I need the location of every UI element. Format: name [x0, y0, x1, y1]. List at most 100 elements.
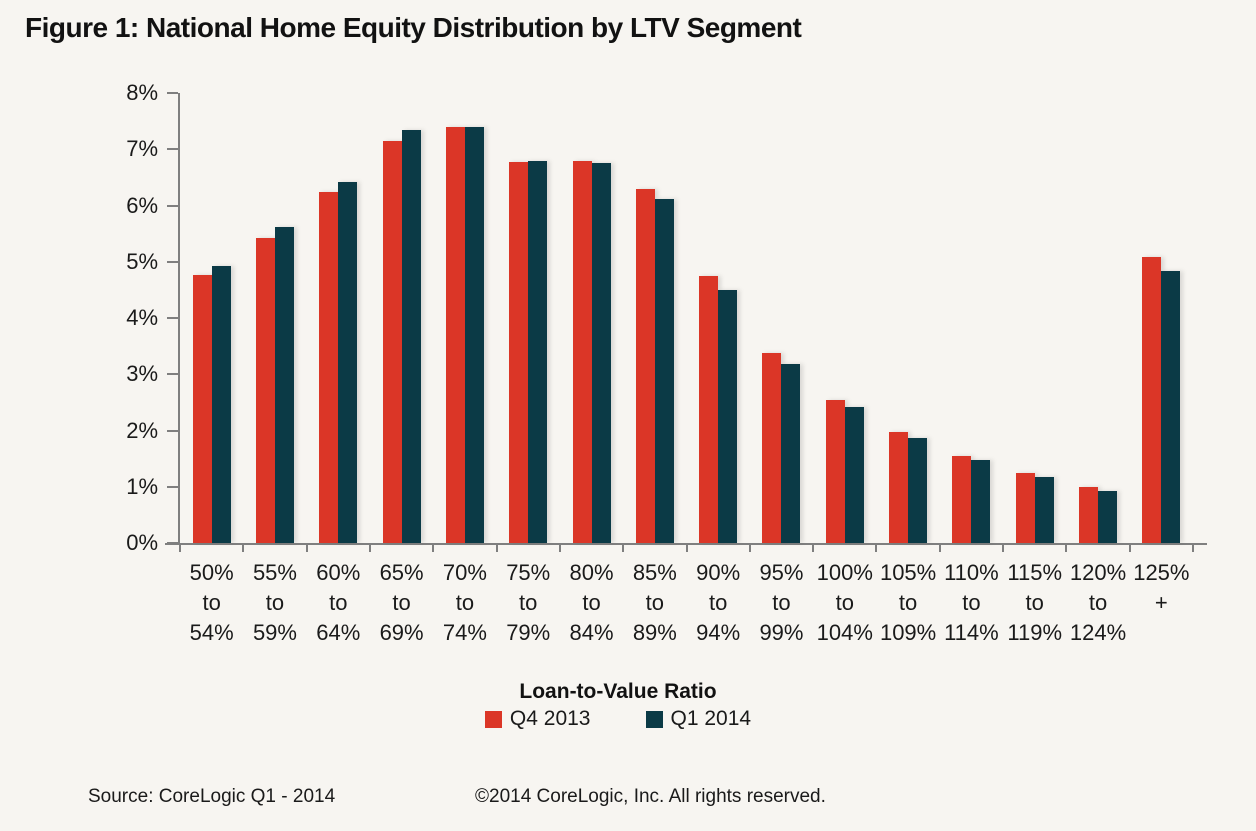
x-category-label-line: to	[582, 590, 601, 615]
x-category-label-line: to	[708, 590, 728, 615]
y-tick-label: 3%	[126, 361, 158, 387]
y-axis-labels: 8% 7% 6% 5% 4% 3% 2% 1% 0%	[100, 80, 158, 555]
x-tick	[242, 545, 245, 552]
bar-q1-2014	[528, 161, 548, 543]
bar-q4-2013	[255, 237, 275, 543]
x-category-label-line: to	[645, 590, 665, 615]
bar-q4-2013	[572, 160, 592, 543]
x-category-label-line: 89%	[632, 620, 677, 645]
bar-group-85-to-89	[623, 93, 686, 543]
y-tick-label: 1%	[126, 473, 158, 499]
x-tick	[432, 545, 435, 552]
y-tick	[167, 148, 178, 151]
x-category-label-line: 55%	[252, 560, 297, 585]
x-category-label-line: to	[519, 590, 538, 615]
x-category-label-line: 84%	[569, 620, 614, 645]
bar-q4-2013	[699, 276, 719, 543]
x-tick	[495, 545, 498, 552]
x-tick	[685, 545, 688, 552]
bar-q1-2014	[844, 406, 864, 543]
bar-q4-2013	[319, 192, 339, 543]
bar-q1-2014	[654, 199, 674, 543]
y-tick	[167, 204, 178, 207]
x-tick	[1192, 545, 1194, 552]
y-tick-label: 2%	[126, 417, 158, 443]
x-category-label: 75% to 79%	[497, 558, 560, 648]
x-category-label-line: +	[1154, 590, 1168, 615]
y-tick	[167, 373, 178, 376]
x-category-label-line: 95%	[759, 560, 804, 585]
x-category-label-line: 115%	[1007, 560, 1063, 585]
x-category-label-line: 54%	[189, 620, 234, 645]
x-tick	[748, 545, 751, 552]
x-category-label-line: 85%	[632, 560, 677, 585]
bar-q4-2013	[192, 274, 212, 543]
source-text: Source: CoreLogic Q1 - 2014	[88, 786, 336, 807]
x-category-label: 65% to 69%	[370, 558, 433, 648]
bars-container	[180, 93, 1193, 543]
x-category-label-line: 114%	[944, 620, 999, 645]
y-tick-label: 6%	[126, 192, 158, 218]
bar-q4-2013	[445, 127, 465, 543]
x-tick	[558, 545, 561, 552]
bar-group-115-to-119	[1003, 93, 1066, 543]
x-category-label-line: to	[265, 590, 285, 615]
bar-q1-2014	[718, 290, 738, 543]
bar-q4-2013	[635, 189, 655, 543]
y-tick	[167, 92, 178, 94]
x-category-label-line: 69%	[379, 620, 424, 645]
x-category-label-line: to	[772, 590, 791, 615]
x-category-label-line: 90%	[696, 560, 741, 585]
legend-label: Q1 2014	[670, 707, 752, 730]
bar-group-50-to-54	[180, 93, 243, 543]
x-axis-title: Loan-to-Value Ratio	[519, 680, 717, 703]
x-category-label-line: 70%	[442, 560, 487, 585]
bar-group-110-to-114	[940, 93, 1003, 543]
x-category-label-line: 80%	[569, 560, 614, 585]
chart-title: Figure 1: National Home Equity Distribut…	[25, 12, 802, 43]
x-axis-tick-labels: 50% to 54% 55% to 59% 60% to 64% 65% to 69% 70% to 74%…	[180, 558, 1193, 648]
y-tick	[167, 317, 178, 319]
x-tick	[1128, 545, 1131, 552]
legend: Q4 2013 Q1 2014	[0, 707, 1236, 731]
y-tick	[167, 260, 178, 263]
x-category-label: 55% to 59%	[243, 558, 306, 648]
x-category-label-line: 119%	[1007, 620, 1063, 645]
x-category-label: 50% to 54%	[180, 558, 243, 648]
x-category-label: 95% to 99%	[750, 558, 813, 648]
x-category-label-line: to	[1025, 590, 1044, 615]
bar-group-125	[1130, 93, 1193, 543]
legend-swatch	[484, 710, 502, 728]
x-tick	[1065, 545, 1068, 552]
bar-q4-2013	[952, 455, 972, 543]
y-tick	[167, 542, 178, 544]
y-tick	[167, 485, 178, 488]
x-category-label: 115% to 119%	[1003, 558, 1066, 648]
bar-q1-2014	[781, 363, 801, 543]
legend-item-q4-2013: Q4 2013	[484, 707, 591, 731]
x-category-label-line: to	[962, 590, 981, 615]
legend-swatch	[645, 710, 663, 728]
x-category-label-line: to	[1088, 590, 1108, 615]
x-category-label-line: 65%	[379, 560, 424, 585]
y-axis	[178, 93, 180, 545]
x-category-label-line: 60%	[316, 560, 361, 585]
x-category-label: 120% to 124%	[1066, 558, 1129, 648]
x-category-label-line: 100%	[816, 560, 873, 585]
x-tick	[368, 545, 371, 552]
x-category-label: 70% to 74%	[433, 558, 496, 648]
bar-q1-2014	[1098, 490, 1118, 543]
x-category-label-line: 109%	[879, 620, 937, 645]
x-category-label-line: 59%	[252, 620, 297, 645]
bar-q4-2013	[382, 141, 402, 543]
bar-q1-2014	[211, 266, 231, 543]
bar-group-95-to-99	[750, 93, 813, 543]
bar-q4-2013	[825, 399, 845, 543]
x-category-label-line: 105%	[879, 560, 937, 585]
plot-area	[165, 92, 1207, 552]
bar-group-75-to-79	[497, 93, 560, 543]
y-tick	[167, 429, 178, 432]
x-category-label: 110% to 114%	[940, 558, 1003, 648]
x-category-label: 100% to 104%	[813, 558, 876, 648]
